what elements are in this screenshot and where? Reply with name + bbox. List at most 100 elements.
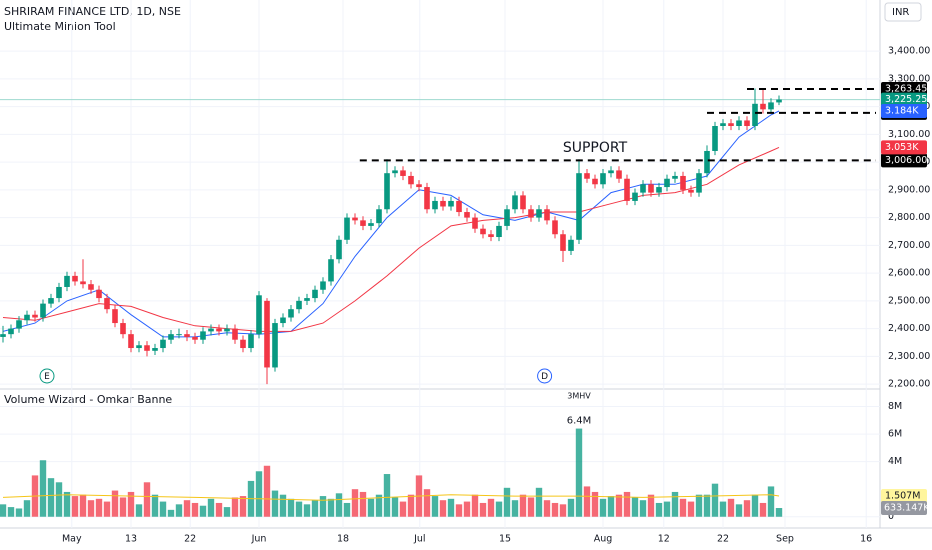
candle-body <box>104 298 110 310</box>
candle-body <box>376 209 382 224</box>
candle-body <box>144 345 150 351</box>
volume-bar <box>639 500 647 517</box>
volume-bar <box>599 498 607 517</box>
volume-bar <box>0 504 7 517</box>
candle-body <box>664 178 670 188</box>
volume-bar <box>495 501 503 517</box>
volume-bar <box>399 501 407 517</box>
volume-bar <box>303 504 311 517</box>
x-tick-label: 22 <box>184 534 196 545</box>
volume-bar <box>543 500 551 517</box>
volume-bar <box>615 494 623 517</box>
volume-bar <box>263 465 271 517</box>
candle-body <box>520 195 526 210</box>
annotation: SUPPORT <box>563 140 628 156</box>
candle-body <box>248 334 254 349</box>
event-marker-label: E <box>44 372 50 382</box>
event-marker-label: D <box>541 372 548 382</box>
last-price-label: 3,225.25 <box>885 94 927 105</box>
candle-body <box>752 103 758 127</box>
volume-bar <box>703 494 711 517</box>
level-label: 3,006.00 <box>885 155 927 166</box>
x-tick-label: 13 <box>125 534 137 545</box>
volume-bar <box>47 478 55 517</box>
volume-bar <box>87 500 95 517</box>
volume-bar <box>191 502 199 517</box>
volume-bar <box>199 505 207 517</box>
candle-body <box>208 328 214 332</box>
level-label: 3,263.45 <box>885 83 927 94</box>
volume-average <box>2 494 780 501</box>
volume-bar <box>135 504 143 517</box>
candle-body <box>592 178 598 185</box>
currency-box[interactable] <box>884 2 922 22</box>
x-tick-label: May <box>62 534 82 545</box>
volume-bar <box>79 494 87 517</box>
volume-bar <box>335 493 343 517</box>
volume-bar <box>567 498 575 517</box>
candle-body <box>256 295 262 335</box>
candle-body <box>760 103 766 110</box>
y-tick-label: 2,200.00 <box>888 379 930 390</box>
candle-body <box>392 170 398 174</box>
volume-bar <box>767 486 775 517</box>
candle-body <box>224 328 230 332</box>
candle-body <box>672 175 678 179</box>
candle-body <box>368 223 374 226</box>
candle-body <box>120 323 126 335</box>
candle-body <box>400 170 406 176</box>
volume-bar <box>7 507 15 517</box>
candle-body <box>320 281 326 290</box>
candle-body <box>352 217 358 221</box>
y-tick-label: 2,400.00 <box>888 323 930 334</box>
volume-bar <box>95 498 103 517</box>
volume-bar <box>231 497 239 517</box>
candle-body <box>640 184 646 193</box>
candle-body <box>384 173 390 210</box>
volume-bar <box>775 508 783 517</box>
candle-body <box>240 339 246 349</box>
volume-note: 3MHV <box>567 392 591 401</box>
volume-bar <box>655 502 663 517</box>
volume-bar <box>39 460 47 517</box>
x-tick-label: Aug <box>594 534 613 545</box>
chart-title: SHRIRAM FINANCE LTD, 1D, NSE <box>4 5 181 18</box>
candle-body <box>688 189 694 193</box>
volume-bar <box>431 496 439 517</box>
y-tick-label: 2,600.00 <box>888 268 930 279</box>
volume-bar <box>359 491 367 517</box>
candle-body <box>488 234 494 238</box>
volume-bar <box>239 496 247 517</box>
volume-bar <box>759 502 767 517</box>
volume-bar <box>471 494 479 517</box>
event-marker <box>39 368 55 384</box>
volume-bar <box>679 498 687 517</box>
candle-body <box>536 209 542 218</box>
volume-bar <box>111 490 119 517</box>
volume-average-label-box <box>881 488 927 503</box>
volume-bar <box>367 498 375 517</box>
indicator-name: Ultimate Minion Tool <box>4 20 116 33</box>
y-tick-label: 4M <box>888 456 902 467</box>
candle-body <box>344 217 350 240</box>
volume-bar <box>463 501 471 517</box>
volume-bar <box>479 502 487 517</box>
candle-body <box>128 334 134 349</box>
candle-body <box>288 309 294 318</box>
candle-body <box>168 334 174 340</box>
ma-value-label-box <box>881 140 927 155</box>
last-volume-box <box>881 501 927 516</box>
volume-bar <box>743 500 751 517</box>
volume-bar <box>751 494 759 517</box>
x-tick-label: 22 <box>717 534 729 545</box>
volume-bar <box>375 494 383 517</box>
y-tick-label: 0 <box>888 511 894 522</box>
volume-bar <box>439 500 447 517</box>
candle-body <box>304 298 310 301</box>
candle-body <box>448 200 454 207</box>
volume-bar <box>735 504 743 517</box>
ma-value-label: 3.053K <box>885 142 919 153</box>
candle-body <box>328 259 334 282</box>
